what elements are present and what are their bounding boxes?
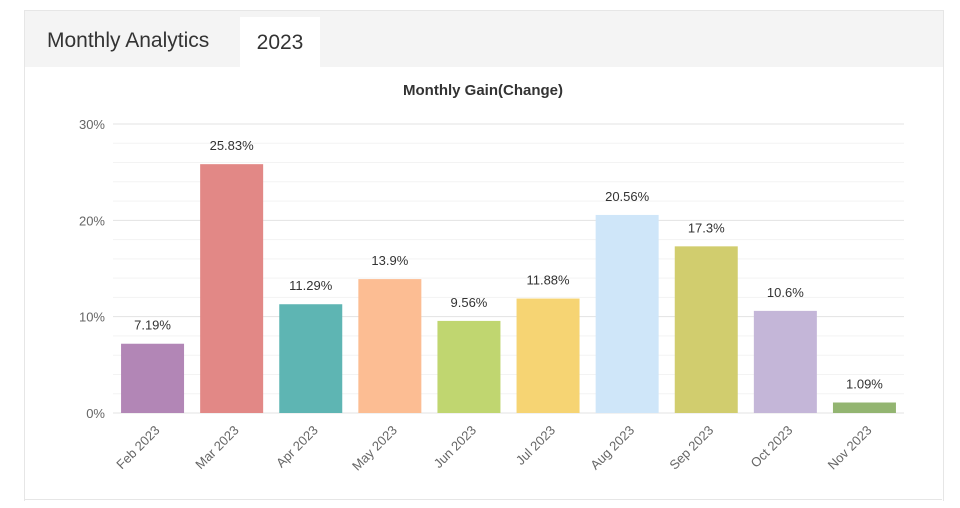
y-tick-label: 30% [79,117,105,132]
x-tick-label: Jul 2023 [513,423,558,468]
data-label: 9.56% [451,295,488,310]
x-tick-label: May 2023 [349,423,400,474]
bar-may-2023 [358,279,422,413]
tab-year-2023[interactable]: 2023 [240,17,320,68]
tab-bar: Monthly Analytics 2023 [25,11,943,68]
y-axis: 0% 10% 20% 30% [79,117,105,421]
x-tick-label: Feb 2023 [113,423,162,472]
bar-nov-2023 [832,402,896,413]
bar-feb-2023 [121,343,185,413]
bars: 7.19% 25.83% 11.29% 13.9% 9.56% 11.88% 20.56% 1… [121,138,896,413]
analytics-panel: Monthly Analytics 2023 [24,10,944,501]
x-tick-label: Sep 2023 [666,423,716,473]
bar-aug-2023 [595,214,659,413]
x-tick-label: Oct 2023 [748,423,796,471]
y-tick-label: 10% [79,310,105,325]
data-label: 10.6% [767,285,804,300]
chart-title: Monthly Gain(Change) [403,82,563,99]
bar-apr-2023 [279,304,343,413]
x-axis: Feb 2023 Mar 2023 Apr 2023 May 2023 Jun 2023… [113,423,874,474]
bar-oct-2023 [753,310,817,413]
panel-title: Monthly Analytics [47,29,210,52]
bar-mar-2023 [200,164,264,413]
bar-jul-2023 [516,298,580,413]
x-tick-label: Mar 2023 [192,423,241,472]
data-label: 1.09% [846,376,883,391]
x-tick-label: Apr 2023 [273,423,321,471]
data-label: 17.3% [688,220,725,235]
x-tick-label: Aug 2023 [587,423,637,473]
y-tick-label: 0% [86,406,105,421]
data-label: 20.56% [605,189,650,204]
x-tick-label: Nov 2023 [825,423,875,473]
y-tick-label: 20% [79,213,105,228]
data-label: 25.83% [210,138,255,153]
bar-sep-2023 [674,246,738,413]
data-label: 7.19% [134,318,171,333]
data-label: 13.9% [371,253,408,268]
divider [24,499,942,500]
bar-jun-2023 [437,320,501,413]
data-label: 11.88% [526,273,570,288]
data-label: 11.29% [289,278,333,293]
x-tick-label: Jun 2023 [431,423,479,471]
